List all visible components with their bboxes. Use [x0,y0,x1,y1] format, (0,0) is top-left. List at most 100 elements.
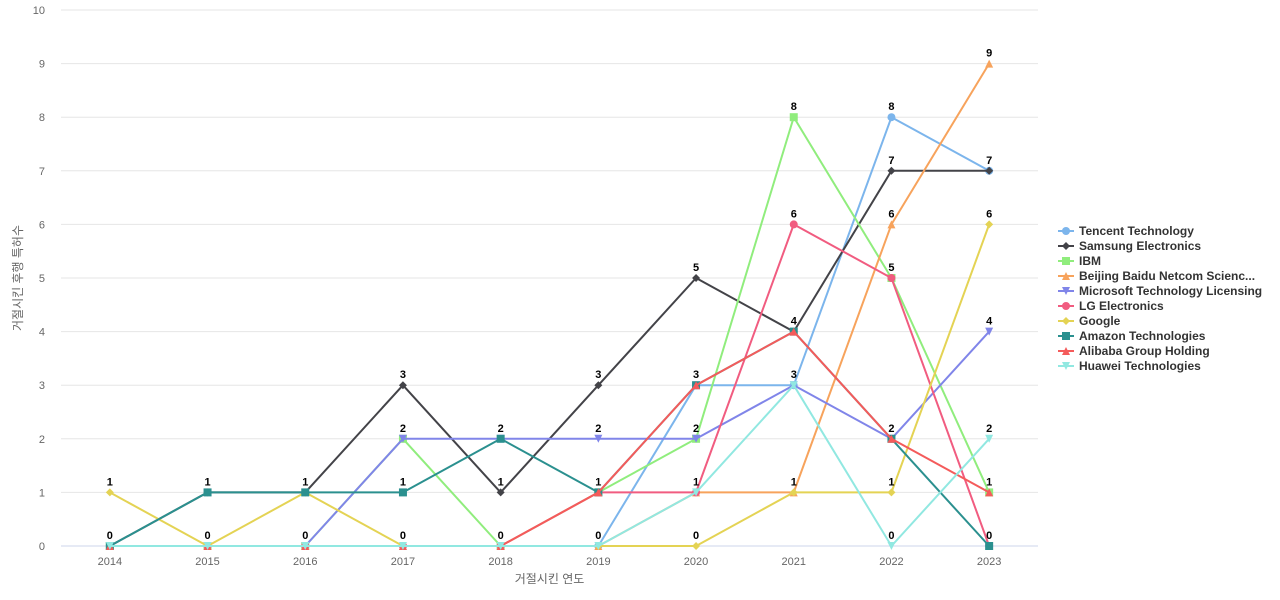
data-point [887,274,896,282]
data-point [692,542,701,550]
legend-item[interactable]: Google [1058,314,1121,328]
data-point [985,166,994,175]
gridlines [61,9,1038,493]
legend-item[interactable]: IBM [1058,254,1101,268]
data-point [594,542,603,550]
data-label: 8 [791,101,797,113]
data-point [105,488,114,497]
data-point [985,434,994,443]
data-label: 0 [595,530,601,542]
y-tick-label: 6 [39,219,45,231]
series-lines [105,59,994,550]
legend-label: Microsoft Technology Licensing [1079,284,1262,298]
data-point [789,113,798,122]
data-point [496,488,505,497]
data-label: 5 [693,262,699,274]
legend-label: Alibaba Group Holding [1079,344,1210,358]
data-label: 0 [888,530,894,542]
y-tick-label: 10 [33,5,45,17]
data-point [398,434,407,443]
legend-marker-icon [1062,287,1070,295]
legend-item[interactable]: Samsung Electronics [1058,239,1201,253]
y-tick-label: 5 [39,273,45,285]
data-labels: 1010103210210321053210864318765210976421… [107,48,993,542]
series-line [109,63,991,547]
legend-label: LG Electronics [1079,299,1164,313]
data-label: 2 [693,423,699,435]
legend-item[interactable]: LG Electronics [1058,299,1164,313]
data-label: 4 [791,316,798,328]
legend-marker-icon [1062,242,1070,250]
data-label: 0 [498,530,504,542]
data-label: 1 [595,476,601,488]
data-label: 2 [986,423,992,435]
legend-marker-icon [1062,257,1070,265]
y-tick-label: 2 [39,434,45,446]
legend-item[interactable]: Huawei Technologies [1058,359,1201,373]
x-tick-label: 2019 [586,556,610,568]
legend-item[interactable]: Beijing Baidu Netcom Scienc... [1058,269,1255,283]
legend-label: Samsung Electronics [1079,239,1201,253]
legend-item[interactable]: Tencent Technology [1058,224,1194,238]
data-point [301,488,310,497]
data-label: 1 [791,476,797,488]
data-label: 9 [986,48,992,60]
data-point [887,113,896,122]
x-tick-label: 2016 [293,556,317,568]
legend-item[interactable]: Alibaba Group Holding [1058,344,1210,358]
x-tick-label: 2023 [977,556,1001,568]
legend-item[interactable]: Microsoft Technology Licensing [1058,284,1262,298]
data-label: 3 [595,369,601,381]
x-axis-title: 거절시킨 연도 [515,572,585,586]
data-label: 0 [693,530,699,542]
legend-marker-icon [1062,302,1070,310]
x-tick-label: 2020 [684,556,708,568]
data-label: 2 [400,423,406,435]
legend-marker-icon [1062,227,1070,235]
data-label: 0 [986,530,992,542]
data-label: 1 [302,476,308,488]
data-label: 6 [791,208,797,220]
data-point [887,434,896,443]
y-tick-label: 8 [39,112,45,124]
x-tick-label: 2022 [879,556,903,568]
data-point [789,488,798,497]
data-point [887,220,896,229]
data-label: 1 [498,476,504,488]
data-label: 0 [107,530,113,542]
y-tick-label: 9 [39,59,45,71]
data-label: 7 [888,155,894,167]
data-label: 0 [400,530,406,542]
data-point [301,542,310,550]
data-point [692,381,701,390]
data-point [985,542,994,550]
data-label: 0 [204,530,210,542]
data-point [887,166,896,175]
data-point [398,488,407,497]
data-point [398,381,407,390]
data-point [789,381,798,390]
data-point [692,488,701,497]
legend-marker-icon [1062,272,1070,280]
x-tick-label: 2015 [195,556,219,568]
data-point [594,488,603,497]
data-label: 2 [498,423,504,435]
legend-marker-icon [1062,362,1070,370]
data-label: 1 [986,476,992,488]
legend-marker-icon [1062,347,1070,355]
data-label: 1 [693,476,699,488]
data-label: 1 [204,476,210,488]
data-point [887,542,896,550]
data-label: 1 [107,476,113,488]
y-tick-label: 3 [39,380,45,392]
x-tick-label: 2014 [98,556,122,568]
series-line [109,384,990,547]
legend-item[interactable]: Amazon Technologies [1058,329,1206,343]
data-point [496,434,505,443]
legend-marker-icon [1062,332,1070,340]
legend-label: Beijing Baidu Netcom Scienc... [1079,269,1255,283]
data-point [789,327,798,336]
data-label: 2 [888,423,894,435]
data-point [985,327,994,336]
